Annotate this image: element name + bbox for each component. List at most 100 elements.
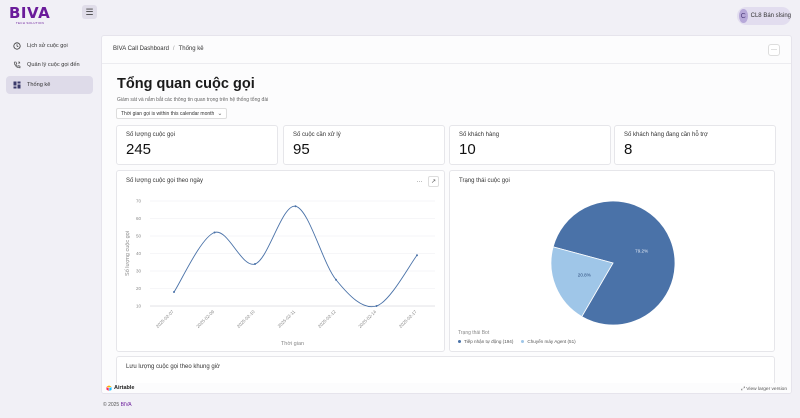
data-point[interactable]: [254, 263, 256, 265]
chart-expand-button[interactable]: ↗: [428, 176, 439, 187]
logo-text: BIVA: [9, 4, 51, 22]
y-tick-label: 70: [136, 199, 142, 204]
more-icon: ···: [771, 47, 777, 53]
pie-chart: 79.2% 20.8%: [550, 200, 676, 326]
kpi-customers: Số khách hàng 10: [449, 125, 611, 165]
x-tick-label: 2025-02-17: [398, 309, 418, 329]
pie-slice[interactable]: [550, 246, 614, 318]
airtable-icon: [106, 385, 112, 391]
data-point[interactable]: [416, 254, 418, 257]
x-axis-label: Thời gian: [281, 341, 304, 347]
sidebar: Lịch sử cuộc gọi Quản lý cuộc gọi đến Th…: [0, 32, 99, 394]
view-larger-link[interactable]: ⤢ View larger version: [741, 386, 787, 392]
x-tick-label: 2025-02-07: [155, 309, 175, 329]
page-title: Tổng quan cuộc gọi: [117, 76, 255, 92]
breadcrumb-parent[interactable]: BIVA Call Dashboard: [113, 46, 169, 52]
y-axis-label: Số lượng cuộc gọi: [125, 231, 131, 276]
y-tick-label: 40: [136, 251, 142, 256]
pie-legend: Tiếp nhận tự động (194) Chuyển máy Agent…: [458, 339, 584, 344]
airtable-logo[interactable]: Airtable: [106, 385, 134, 391]
main-panel: BIVA Call Dashboard / Thống kê ··· Tổng qu…: [101, 35, 792, 394]
pie-chart-card: Trạng thái cuộc gọi 79.2% 20.8% Trạng thá…: [449, 170, 775, 352]
page-subtitle: Giám sát và nắm bắt các thông tin quan t…: [117, 97, 269, 103]
breadcrumb-current: Thống kê: [178, 46, 204, 52]
y-tick-label: 30: [136, 269, 142, 274]
chart-more-button[interactable]: ···: [414, 176, 425, 187]
phone-incoming-icon: [13, 61, 21, 69]
sidebar-item-label: Lịch sử cuộc gọi: [27, 43, 68, 49]
top-bar: BIVA TECH SOLUTION ☰ C CL8 Bán sỉsing: [0, 0, 800, 32]
legend-item-agent[interactable]: Chuyển máy Agent (51): [521, 339, 576, 344]
card-title: Số lượng cuộc gọi theo ngày: [126, 178, 204, 184]
menu-toggle-button[interactable]: ☰: [82, 5, 97, 19]
slice-label: 20.8%: [578, 272, 591, 277]
logo-tagline: TECH SOLUTION: [15, 21, 45, 25]
x-tick-label: 2025-02-09: [195, 309, 215, 329]
card-title: Lưu lượng cuộc gọi theo khung giờ: [126, 364, 220, 370]
sidebar-item-label: Quản lý cuộc gọi đến: [27, 62, 80, 68]
kpi-customers-need-support: Số khách hàng đang cần hỗ trợ 8: [614, 125, 776, 165]
legend-label: Tiếp nhận tự động (194): [464, 339, 514, 344]
dashboard-grid-icon: [13, 81, 21, 89]
kpi-label: Số cuộc cần xử lý: [293, 132, 341, 138]
view-larger-label: View larger version: [746, 387, 787, 392]
breadcrumb-separator: /: [172, 46, 175, 52]
chevron-down-icon: ⌄: [217, 111, 223, 117]
kpi-label: Số lượng cuộc gọi: [126, 132, 175, 138]
legend-swatch: [458, 340, 461, 343]
kpi-total-calls: Số lượng cuộc gọi 245: [116, 125, 278, 165]
user-name: CL8 Bán sỉsing: [750, 13, 791, 19]
kpi-value: 245: [126, 141, 152, 158]
divider: [102, 63, 791, 64]
data-point[interactable]: [213, 231, 216, 234]
more-icon: ···: [416, 178, 423, 185]
clock-icon: [13, 42, 21, 50]
legend-item-auto[interactable]: Tiếp nhận tự động (194): [458, 339, 513, 344]
page-more-button[interactable]: ···: [768, 44, 780, 56]
user-menu[interactable]: C CL8 Bán sỉsing: [737, 7, 791, 25]
biva-logo[interactable]: BIVA TECH SOLUTION: [9, 5, 51, 27]
line-chart: 10 20 30 40 50 60 70 2025-02-07 2025-02-09 2025-0…: [125, 199, 435, 347]
data-point[interactable]: [335, 278, 337, 281]
y-tick-label: 50: [136, 234, 142, 239]
kpi-value: 10: [459, 141, 476, 158]
kpi-value: 95: [293, 141, 310, 158]
slice-label: 79.2%: [635, 249, 648, 254]
footer: © 2025 BIVA: [103, 402, 132, 408]
y-tick-label: 60: [136, 216, 142, 221]
kpi-label: Số khách hàng: [459, 132, 500, 138]
legend-swatch: [521, 340, 525, 343]
data-point[interactable]: [294, 205, 297, 208]
y-tick-label: 10: [136, 304, 142, 309]
pie-slice[interactable]: [552, 200, 676, 326]
expand-icon: ↗: [430, 179, 437, 185]
date-filter-dropdown[interactable]: Thời gian gọi is within this calendar mo…: [116, 108, 228, 119]
breadcrumb: BIVA Call Dashboard / Thống kê: [113, 46, 204, 52]
data-point[interactable]: [375, 305, 378, 307]
sidebar-item-call-history[interactable]: Lịch sử cuộc gọi: [6, 37, 93, 55]
filter-label: Thời gian gọi is within this calendar mo…: [121, 110, 215, 117]
kpi-value: 8: [624, 141, 633, 158]
expand-arrows-icon: ⤢: [741, 387, 745, 392]
card-title: Trạng thái cuộc gọi: [459, 178, 510, 184]
x-tick-label: 2025-02-11: [277, 309, 297, 329]
sidebar-item-label: Thống kê: [27, 82, 51, 88]
line-chart-card: Số lượng cuộc gọi theo ngày ··· ↗ 10 20 30…: [116, 170, 445, 352]
x-tick-label: 2025-02-12: [317, 309, 337, 329]
avatar: C: [739, 9, 748, 23]
series-line: [173, 205, 418, 308]
legend-title: Trạng thái Bot: [458, 330, 490, 336]
hamburger-icon: ☰: [85, 6, 94, 17]
sidebar-item-incoming-calls[interactable]: Quản lý cuộc gọi đến: [6, 56, 93, 74]
x-tick-label: 2025-02-14: [357, 309, 377, 329]
airtable-label: Airtable: [114, 385, 135, 391]
sidebar-item-statistics[interactable]: Thống kê: [6, 76, 93, 94]
x-tick-label: 2025-02-10: [236, 309, 256, 329]
kpi-calls-to-handle: Số cuộc cần xử lý 95: [283, 125, 445, 165]
legend-label: Chuyển máy Agent (51): [527, 339, 576, 344]
airtable-embed-bar: Airtable ⤢ View larger version: [102, 383, 791, 393]
footer-brand: BIVA: [120, 402, 132, 408]
data-point[interactable]: [173, 291, 175, 293]
y-tick-label: 20: [136, 286, 142, 291]
kpi-label: Số khách hàng đang cần hỗ trợ: [624, 132, 708, 138]
